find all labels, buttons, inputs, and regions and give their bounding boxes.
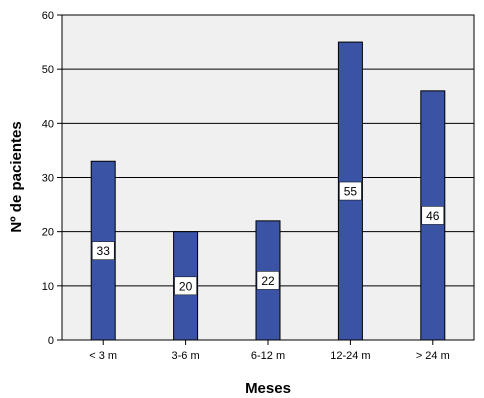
y-tick-label: 20	[42, 227, 54, 239]
x-tick-label: 3-6 m	[172, 350, 200, 362]
x-axis-title: Meses	[245, 380, 291, 397]
y-axis-ticks: 0 10 20 30 40 50 60	[42, 10, 62, 347]
data-label: 22	[261, 274, 275, 288]
data-label: 33	[97, 244, 111, 258]
data-label-box	[339, 181, 362, 201]
data-label: 46	[426, 209, 440, 223]
y-tick-label: 60	[42, 10, 54, 22]
data-label-box	[421, 206, 445, 225]
data-label-box	[91, 241, 115, 260]
data-label-box	[174, 276, 197, 296]
x-tick-label: > 24 m	[416, 350, 450, 362]
bars: 33 20 22 55 46	[90, 41, 446, 341]
x-axis-ticks: < 3 m 3-6 m 6-12 m 12-24 m > 24 m	[89, 340, 450, 362]
y-tick-label: 10	[42, 281, 54, 293]
x-tick-label: < 3 m	[89, 350, 117, 362]
y-tick-label: 50	[42, 64, 54, 76]
data-label: 20	[179, 279, 193, 293]
x-tick-label: 6-12 m	[251, 350, 285, 362]
y-tick-label: 30	[42, 173, 54, 185]
data-label: 55	[344, 185, 358, 199]
y-tick-label: 40	[42, 118, 54, 130]
x-tick-label: 12-24 m	[330, 350, 370, 362]
data-label-box	[256, 271, 280, 290]
y-axis-title: Nº de pacientes	[8, 121, 25, 232]
y-tick-label: 0	[48, 335, 54, 347]
